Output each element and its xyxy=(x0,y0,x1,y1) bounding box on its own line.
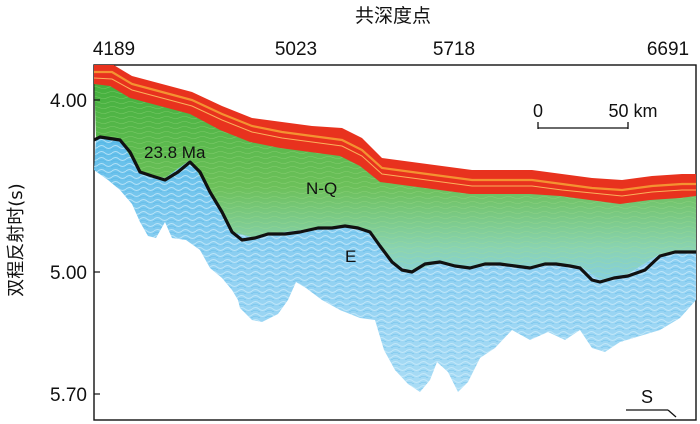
scale-bar-end-label: 50 km xyxy=(608,101,657,121)
unit-e-label: E xyxy=(345,247,356,266)
horizon-23-8-ma xyxy=(94,135,696,284)
x-axis-title: 共深度点 xyxy=(355,5,431,27)
x-tick-label: 4189 xyxy=(93,39,135,60)
direction-label: S xyxy=(641,387,653,407)
scale-bar: 0 50 km xyxy=(533,101,658,129)
scale-bar-start-label: 0 xyxy=(533,101,543,121)
y-tick-label: 4.00 xyxy=(50,91,87,112)
x-tick-label: 5023 xyxy=(275,39,317,60)
x-tick-label: 6691 xyxy=(647,39,689,60)
horizon-age-label: 23.8 Ma xyxy=(144,143,206,162)
unit-nq-label: N-Q xyxy=(306,179,337,198)
x-tick-label: 5718 xyxy=(433,39,475,60)
y-tick-label: 5.70 xyxy=(50,385,87,406)
y-tick-label: 5.00 xyxy=(50,263,87,284)
direction-indicator: S xyxy=(626,387,677,418)
y-axis-title: 双程反射时(s) xyxy=(6,183,27,296)
